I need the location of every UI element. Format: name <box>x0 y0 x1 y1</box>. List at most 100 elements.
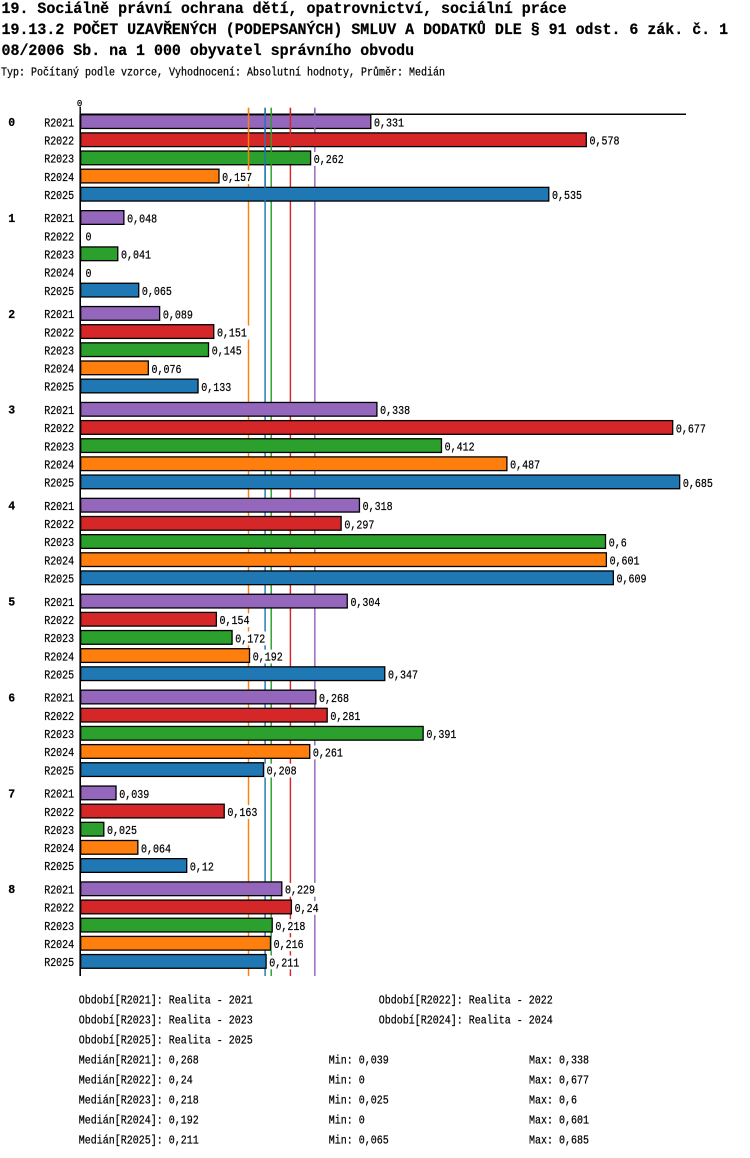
svg-text:R2022: R2022 <box>44 807 74 820</box>
svg-text:19.13.2 POČET UZAVŘENÝCH (PODE: 19.13.2 POČET UZAVŘENÝCH (PODEPSANÝCH) S… <box>2 21 729 39</box>
svg-text:0,391: 0,391 <box>426 729 456 742</box>
svg-text:R2025: R2025 <box>44 286 74 299</box>
svg-text:0: 0 <box>86 232 92 245</box>
svg-text:0,151: 0,151 <box>217 327 247 340</box>
svg-text:Max: 0,685: Max: 0,685 <box>529 1135 589 1148</box>
svg-text:0,412: 0,412 <box>445 442 475 455</box>
svg-text:R2021: R2021 <box>44 117 74 130</box>
svg-text:0,192: 0,192 <box>253 651 283 664</box>
svg-text:R2022: R2022 <box>44 519 74 532</box>
svg-text:R2024: R2024 <box>44 555 74 568</box>
svg-text:Medián[R2022]: 0,24: Medián[R2022]: 0,24 <box>79 1075 193 1088</box>
svg-text:0,133: 0,133 <box>201 382 231 395</box>
svg-text:0,24: 0,24 <box>295 903 319 916</box>
svg-text:R2023: R2023 <box>44 633 74 646</box>
svg-text:0,229: 0,229 <box>285 885 315 898</box>
svg-text:0,318: 0,318 <box>363 501 393 514</box>
svg-text:Min: 0: Min: 0 <box>329 1075 365 1088</box>
svg-text:R2025: R2025 <box>44 861 74 874</box>
svg-text:R2025: R2025 <box>44 574 74 587</box>
svg-text:R2023: R2023 <box>44 441 74 454</box>
svg-text:0,609: 0,609 <box>617 574 647 587</box>
svg-text:Max: 0,6: Max: 0,6 <box>529 1095 577 1108</box>
svg-text:R2022: R2022 <box>44 231 74 244</box>
svg-text:Max: 0,338: Max: 0,338 <box>529 1055 589 1068</box>
svg-text:Typ: Počítaný podle vzorce, Vy: Typ: Počítaný podle vzorce, Vyhodnocení:… <box>1 66 445 79</box>
svg-text:R2022: R2022 <box>44 135 74 148</box>
svg-text:R2024: R2024 <box>44 364 74 377</box>
svg-text:R2024: R2024 <box>44 939 74 952</box>
svg-text:Medián[R2024]: 0,192: Medián[R2024]: 0,192 <box>79 1115 199 1128</box>
svg-text:19. Sociálně právní ochrana dě: 19. Sociálně právní ochrana dětí, opatro… <box>2 0 567 18</box>
svg-text:R2025: R2025 <box>44 957 74 970</box>
svg-text:Období[R2023]: Realita - 2023: Období[R2023]: Realita - 2023 <box>79 1015 253 1028</box>
svg-text:R2025: R2025 <box>44 382 74 395</box>
svg-text:R2021: R2021 <box>44 213 74 226</box>
svg-text:Max: 0,601: Max: 0,601 <box>529 1115 589 1128</box>
svg-text:0,039: 0,039 <box>119 789 149 802</box>
svg-text:0,297: 0,297 <box>344 519 374 532</box>
svg-text:R2023: R2023 <box>44 729 74 742</box>
svg-text:0,172: 0,172 <box>235 633 265 646</box>
svg-text:Období[R2021]: Realita - 2021: Období[R2021]: Realita - 2021 <box>79 995 253 1008</box>
svg-text:1: 1 <box>8 213 15 226</box>
svg-text:0,154: 0,154 <box>220 615 250 628</box>
svg-text:0: 0 <box>77 99 82 109</box>
svg-text:0,076: 0,076 <box>152 364 182 377</box>
svg-text:0,487: 0,487 <box>510 460 540 473</box>
svg-text:0,268: 0,268 <box>319 693 349 706</box>
svg-text:R2023: R2023 <box>44 537 74 550</box>
svg-text:0,535: 0,535 <box>552 190 582 203</box>
svg-text:0,601: 0,601 <box>610 556 640 569</box>
svg-text:8: 8 <box>8 884 15 897</box>
svg-text:2: 2 <box>8 309 15 322</box>
svg-text:R2022: R2022 <box>44 423 74 436</box>
svg-text:Min: 0,039: Min: 0,039 <box>329 1055 389 1068</box>
svg-text:0,218: 0,218 <box>275 921 305 934</box>
svg-text:R2023: R2023 <box>44 345 74 358</box>
svg-text:Max: 0,677: Max: 0,677 <box>529 1075 589 1088</box>
svg-text:7: 7 <box>8 788 15 801</box>
svg-text:0,157: 0,157 <box>222 172 252 185</box>
svg-text:R2025: R2025 <box>44 669 74 682</box>
svg-text:0: 0 <box>8 117 15 130</box>
svg-text:R2025: R2025 <box>44 478 74 491</box>
svg-text:08/2006 Sb. na 1 000 obyvatel: 08/2006 Sb. na 1 000 obyvatel správního … <box>2 42 415 60</box>
svg-text:R2024: R2024 <box>44 459 74 472</box>
svg-text:R2024: R2024 <box>44 268 74 281</box>
svg-text:Min: 0,065: Min: 0,065 <box>329 1135 389 1148</box>
svg-text:Medián[R2021]: 0,268: Medián[R2021]: 0,268 <box>79 1055 199 1068</box>
svg-text:0,677: 0,677 <box>676 423 706 436</box>
svg-text:R2022: R2022 <box>44 903 74 916</box>
svg-text:0,685: 0,685 <box>683 478 713 491</box>
svg-text:0,041: 0,041 <box>121 250 151 263</box>
svg-text:R2024: R2024 <box>44 843 74 856</box>
svg-text:0,281: 0,281 <box>330 711 360 724</box>
svg-text:0,261: 0,261 <box>313 747 343 760</box>
svg-text:0,145: 0,145 <box>212 346 242 359</box>
svg-text:R2022: R2022 <box>44 615 74 628</box>
svg-text:0,304: 0,304 <box>350 597 380 610</box>
svg-text:Medián[R2025]: 0,211: Medián[R2025]: 0,211 <box>79 1135 199 1148</box>
svg-text:6: 6 <box>8 692 15 705</box>
svg-text:R2023: R2023 <box>44 154 74 167</box>
svg-text:R2021: R2021 <box>44 789 74 802</box>
svg-text:Období[R2025]: Realita - 2025: Období[R2025]: Realita - 2025 <box>79 1035 253 1048</box>
svg-text:4: 4 <box>8 501 15 514</box>
svg-text:0,338: 0,338 <box>380 405 410 418</box>
svg-text:0: 0 <box>86 268 92 281</box>
svg-text:R2023: R2023 <box>44 250 74 263</box>
svg-text:R2025: R2025 <box>44 190 74 203</box>
svg-text:0,12: 0,12 <box>190 861 214 874</box>
svg-text:0,578: 0,578 <box>590 136 620 149</box>
svg-text:R2023: R2023 <box>44 921 74 934</box>
svg-text:0,065: 0,065 <box>142 286 172 299</box>
svg-text:0,208: 0,208 <box>267 766 297 779</box>
svg-text:R2024: R2024 <box>44 747 74 760</box>
svg-text:R2021: R2021 <box>44 597 74 610</box>
svg-text:R2021: R2021 <box>44 885 74 898</box>
svg-text:R2021: R2021 <box>44 693 74 706</box>
svg-text:R2022: R2022 <box>44 711 74 724</box>
svg-text:0,048: 0,048 <box>127 213 157 226</box>
svg-text:R2023: R2023 <box>44 825 74 838</box>
